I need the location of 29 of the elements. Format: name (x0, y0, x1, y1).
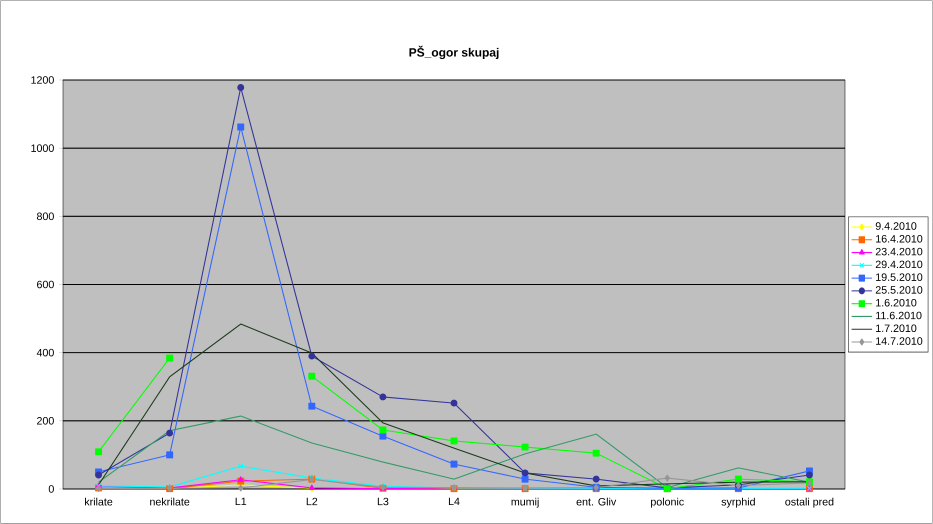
legend-label: 29.4.2010 (876, 260, 922, 268)
y-tick-label: 800 (36, 212, 54, 220)
x-tick-label: krilate (85, 498, 112, 506)
legend-label: 19.5.2010 (876, 273, 922, 281)
legend-label: 14.7.2010 (876, 337, 922, 345)
y-tick-label: 400 (36, 348, 54, 356)
x-tick-label: ent. Gliv (576, 498, 616, 506)
legend-label: 25.5.2010 (876, 286, 922, 294)
legend-label: 9.4.2010 (876, 222, 916, 230)
x-tick-label: mumij (512, 498, 539, 508)
y-tick-label: 1200 (31, 76, 54, 84)
x-tick-label: syrphid (721, 498, 755, 508)
x-tick-label: L1 (236, 498, 246, 506)
y-tick-label: 0 (48, 485, 54, 493)
legend-label: 11.6.2010 (876, 312, 922, 320)
legend-label: 16.4.2010 (876, 235, 922, 243)
y-tick-label: 1000 (31, 144, 54, 152)
legend-label: 1.6.2010 (876, 298, 916, 306)
legend-label: 23.4.2010 (876, 248, 922, 256)
chart-title: PŠ_ogor skupaj (409, 46, 498, 60)
x-tick-label: nekrilate (150, 498, 190, 506)
x-tick-label: polonic (651, 498, 684, 508)
x-tick-label: L3 (378, 498, 388, 506)
x-tick-label: ostali pred (785, 498, 834, 508)
y-tick-label: 600 (37, 280, 54, 288)
legend-label: 1.7.2010 (876, 324, 916, 332)
x-tick-label: L2 (306, 498, 318, 506)
y-tick-label: 200 (37, 417, 54, 425)
x-tick-label: L4 (448, 498, 460, 506)
